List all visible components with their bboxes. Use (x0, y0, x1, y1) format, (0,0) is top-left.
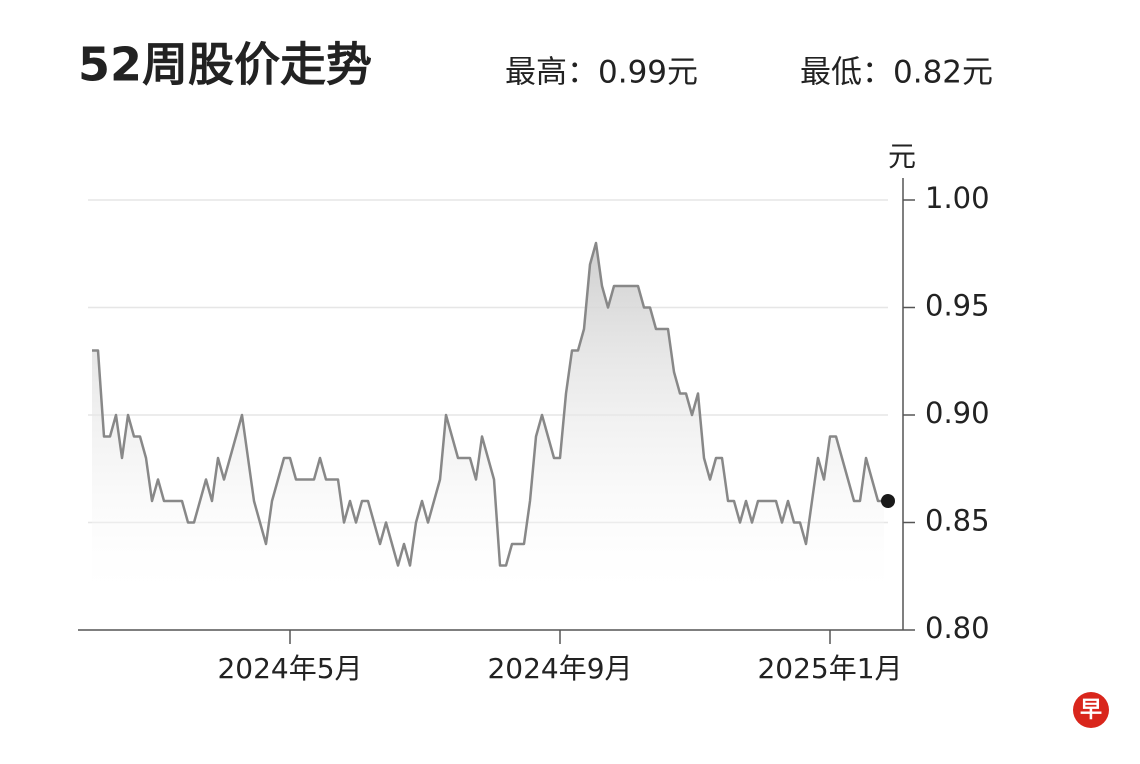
x-tick-label: 2024年5月 (217, 652, 362, 685)
y-axis-label: 元 (888, 140, 916, 173)
annotation: 最低：0.82元 (800, 55, 993, 91)
logo-text: 早 (1080, 698, 1102, 723)
y-tick-label: 0.85 (925, 504, 990, 538)
y-tick-label: 0.95 (925, 289, 990, 323)
area (92, 243, 884, 590)
x-tick-label: 2024年9月 (487, 652, 632, 685)
y-tick-label: 1.00 (925, 181, 990, 215)
logo-circle (1073, 692, 1109, 728)
x-tick-label: 2025年1月 (757, 652, 902, 685)
line (92, 241, 884, 567)
chart-title: 52周股价走势 (78, 38, 372, 92)
y-tick-label: 0.90 (925, 396, 990, 430)
annotation: 最高：0.99元 (505, 55, 698, 91)
end-marker (881, 494, 895, 508)
logo: 早 (1073, 692, 1109, 728)
y-tick-label: 0.80 (925, 611, 990, 645)
